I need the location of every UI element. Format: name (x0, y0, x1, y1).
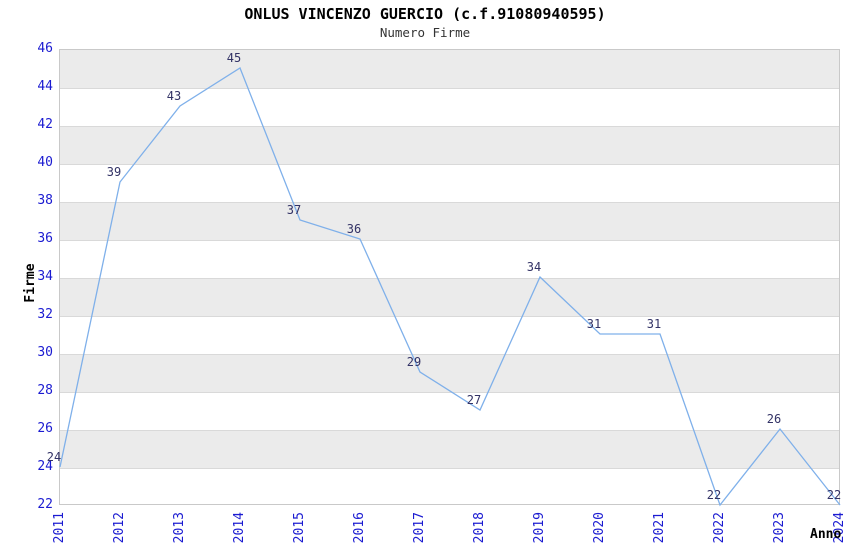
data-point-label: 22 (706, 488, 722, 502)
y-tick-label: 46 (37, 41, 53, 56)
data-point-label: 27 (466, 393, 482, 407)
x-tick-label: 2018 (472, 512, 487, 544)
grid-band (60, 354, 839, 392)
data-point-label: 29 (406, 355, 422, 369)
x-tick-label: 2017 (412, 512, 427, 544)
x-tick-label: 2011 (52, 512, 67, 544)
gridline (60, 240, 839, 241)
y-tick-label: 36 (37, 231, 53, 246)
y-tick-label: 22 (37, 497, 53, 512)
gridline (60, 468, 839, 469)
plot-area (59, 49, 841, 507)
grid-band (60, 278, 839, 316)
data-point-label: 31 (646, 317, 662, 331)
chart-title: ONLUS VINCENZO GUERCIO (c.f.91080940595) (244, 5, 606, 23)
y-tick-label: 26 (37, 421, 53, 436)
series-polyline (59, 67, 841, 507)
grid-band (60, 50, 839, 88)
x-tick-label: 2021 (652, 512, 667, 544)
x-axis-title: Anno (810, 527, 842, 542)
data-point-label: 31 (586, 317, 602, 331)
data-point-label: 34 (526, 260, 542, 274)
x-tick-label: 2023 (772, 512, 787, 544)
y-tick-label: 38 (37, 193, 53, 208)
chart-subtitle: Numero Firme (379, 25, 471, 40)
y-tick-label: 44 (37, 79, 53, 94)
grid-band (60, 202, 839, 240)
gridline (60, 126, 839, 127)
y-axis-title: Firme (23, 263, 38, 303)
line-series (59, 67, 841, 507)
y-tick-label: 28 (37, 383, 53, 398)
data-point-label: 24 (46, 450, 62, 464)
data-point-label: 43 (166, 89, 182, 103)
gridline (60, 430, 839, 431)
gridline (60, 164, 839, 165)
gridline (60, 316, 839, 317)
x-tick-label: 2016 (352, 512, 367, 544)
x-tick-label: 2015 (292, 512, 307, 544)
y-tick-label: 24 (37, 459, 53, 474)
grid-band (60, 430, 839, 468)
y-tick-label: 34 (37, 269, 53, 284)
y-tick-label: 30 (37, 345, 53, 360)
x-tick-label: 2014 (232, 512, 247, 544)
gridline (60, 354, 839, 355)
data-point-label: 37 (286, 203, 302, 217)
data-point-label: 39 (106, 165, 122, 179)
grid-band (60, 126, 839, 164)
gridline (60, 278, 839, 279)
x-tick-label: 2013 (172, 512, 187, 544)
gridline (60, 392, 839, 393)
data-point-label: 26 (766, 412, 782, 426)
x-tick-label: 2019 (532, 512, 547, 544)
y-tick-label: 40 (37, 155, 53, 170)
gridline (60, 88, 839, 89)
gridline (60, 202, 839, 203)
y-tick-label: 42 (37, 117, 53, 132)
x-tick-label: 2012 (112, 512, 127, 544)
x-tick-label: 2020 (592, 512, 607, 544)
y-tick-label: 32 (37, 307, 53, 322)
data-point-label: 45 (226, 51, 242, 65)
x-tick-label: 2022 (712, 512, 727, 544)
data-point-label: 22 (826, 488, 842, 502)
data-point-label: 36 (346, 222, 362, 236)
